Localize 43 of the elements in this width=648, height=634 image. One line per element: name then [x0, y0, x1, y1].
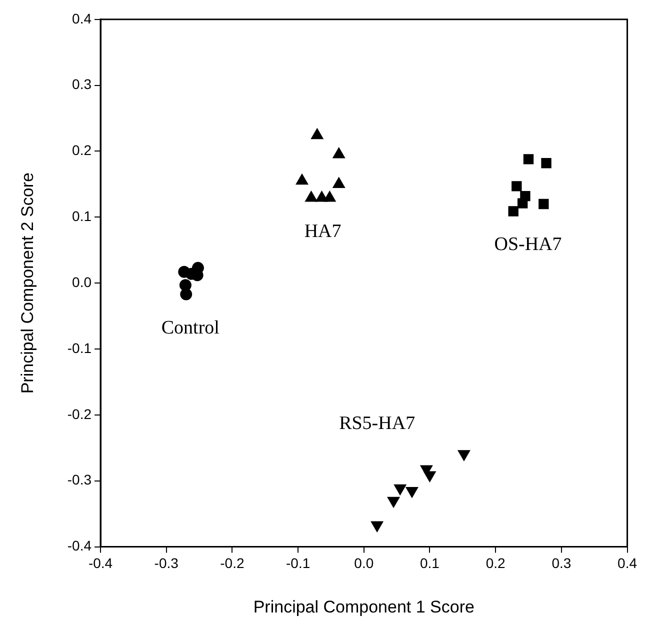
- y-axis-title: Principal Component 2 Score: [18, 172, 37, 394]
- point: [424, 471, 436, 482]
- y-tick-label: 0.2: [72, 142, 92, 158]
- x-tick-label: 0.4: [618, 555, 638, 572]
- series-label: OS-HA7: [494, 234, 562, 256]
- series-label: RS5-HA7: [339, 412, 416, 434]
- x-tick-label: -0.3: [154, 555, 179, 572]
- x-tick-label: -0.2: [220, 555, 244, 572]
- point: [508, 206, 518, 216]
- y-tick-label: -0.4: [67, 538, 92, 554]
- point: [541, 158, 552, 168]
- y-tick-label: -0.1: [67, 340, 92, 356]
- y-tick-label: 0.1: [72, 208, 92, 224]
- point: [387, 496, 400, 508]
- point: [332, 177, 346, 188]
- point: [180, 288, 192, 300]
- point: [406, 487, 418, 498]
- x-tick-label: 0.0: [354, 555, 374, 572]
- y-tick-label: -0.2: [67, 406, 92, 422]
- point: [538, 198, 549, 210]
- point: [296, 174, 308, 185]
- point: [324, 191, 336, 202]
- point: [311, 128, 324, 140]
- x-tick-label: 0.2: [486, 555, 506, 572]
- point: [458, 450, 470, 461]
- point: [332, 148, 346, 158]
- y-tick-label: 0.3: [72, 76, 92, 92]
- x-axis-title: Principal Component 1 Score: [253, 597, 474, 616]
- x-tick-label: 0.1: [420, 555, 440, 572]
- point: [370, 521, 384, 532]
- x-tick-label: -0.1: [286, 555, 310, 572]
- point: [512, 181, 522, 192]
- x-tick-label: -0.4: [88, 555, 113, 572]
- y-tick-label: 0.4: [72, 10, 92, 26]
- x-tick-label: 0.3: [552, 555, 572, 572]
- point: [523, 154, 534, 164]
- series-label: Control: [161, 317, 220, 338]
- point: [394, 484, 406, 496]
- y-tick-label: -0.3: [67, 472, 92, 488]
- point: [305, 191, 318, 202]
- series-label: HA7: [304, 221, 342, 242]
- y-tick-label: 0.0: [72, 274, 92, 290]
- point: [517, 198, 528, 208]
